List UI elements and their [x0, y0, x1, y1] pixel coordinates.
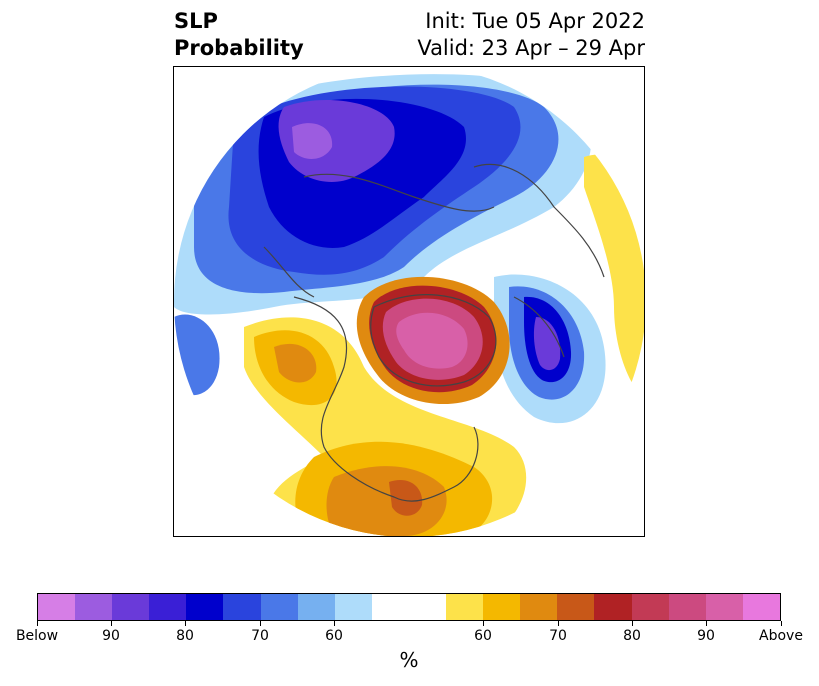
valid-date: Valid: 23 Apr – 29 Apr: [417, 36, 645, 60]
colorbar-tick-label: 60: [474, 628, 492, 644]
map-title: SLP Probability: [174, 8, 304, 62]
colorbar-tick-mark: [483, 621, 484, 626]
colorbar-segment: [594, 594, 632, 620]
colorbar-segment: [520, 594, 558, 620]
colorbar-segment: [446, 594, 484, 620]
below-strong-region: [278, 99, 395, 182]
colorbar-tick-label: 70: [549, 628, 567, 644]
title-type: Probability: [174, 36, 304, 60]
probability-map: [173, 66, 645, 537]
colorbar-tick-mark: [185, 621, 186, 626]
colorbar-segment: [260, 594, 298, 620]
colorbar-segment: [668, 594, 706, 620]
colorbar-tick-label: Below: [15, 628, 59, 644]
colorbar-segment: [371, 594, 409, 620]
colorbar-unit: %: [399, 648, 419, 672]
colorbar-tick-label: 90: [102, 628, 120, 644]
colorbar-tick-label: 90: [697, 628, 715, 644]
colorbar-segment: [557, 594, 595, 620]
init-date: Init: Tue 05 Apr 2022: [425, 9, 645, 33]
colorbar-tick-mark: [558, 621, 559, 626]
title-variable: SLP: [174, 9, 218, 33]
map-dates: Init: Tue 05 Apr 2022 Valid: 23 Apr – 29…: [360, 8, 645, 62]
colorbar-tick-mark: [632, 621, 633, 626]
colorbar-segment: [38, 594, 76, 620]
colorbar-segment: [186, 594, 224, 620]
colorbar-segment: [334, 594, 372, 620]
colorbar-segment: [223, 594, 261, 620]
colorbar-segment: [483, 594, 521, 620]
colorbar-tick-mark: [334, 621, 335, 626]
colorbar-tick-label: 80: [176, 628, 194, 644]
colorbar-tick-mark: [260, 621, 261, 626]
colorbar-tick-label: 70: [251, 628, 269, 644]
colorbar-segment: [75, 594, 113, 620]
colorbar-tick-label: 60: [325, 628, 343, 644]
colorbar-tick-mark: [706, 621, 707, 626]
colorbar: [37, 593, 781, 621]
colorbar-segment: [297, 594, 335, 620]
colorbar-tick-mark: [37, 621, 38, 626]
map-canvas: [174, 67, 644, 536]
colorbar-segment: [742, 594, 780, 620]
colorbar-tick-mark: [111, 621, 112, 626]
colorbar-segment: [408, 594, 447, 620]
colorbar-segment: [149, 594, 187, 620]
colorbar-segment: [631, 594, 669, 620]
colorbar-tick-label: 80: [623, 628, 641, 644]
colorbar-segment: [705, 594, 743, 620]
colorbar-tick-mark: [781, 621, 782, 626]
colorbar-segment: [112, 594, 150, 620]
colorbar-tick-label: Above: [759, 628, 803, 644]
